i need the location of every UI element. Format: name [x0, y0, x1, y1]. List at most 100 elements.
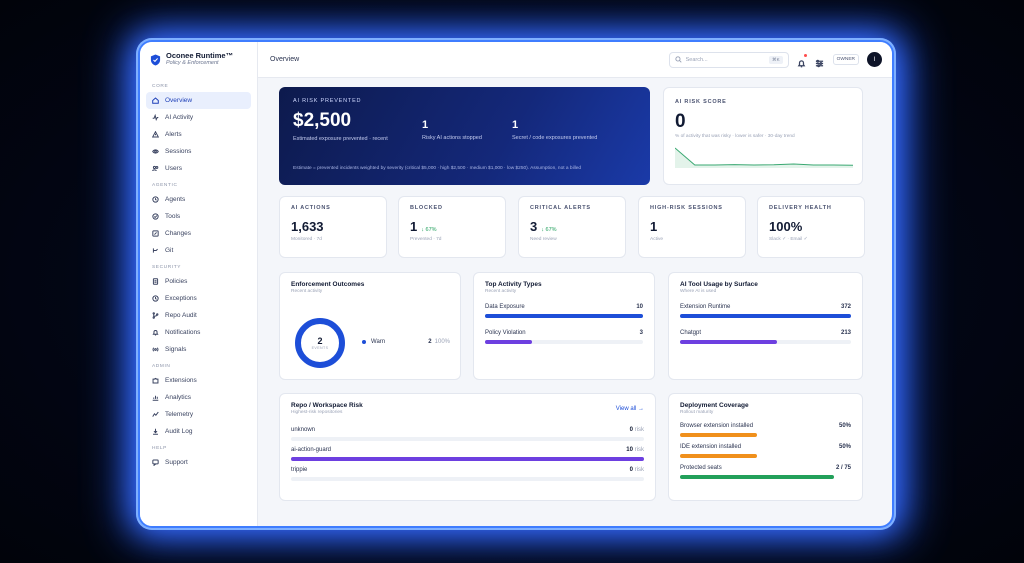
- edit-icon: [152, 230, 159, 237]
- view-all-link[interactable]: View all →: [615, 406, 644, 412]
- sidebar-item-repo-audit[interactable]: Repo Audit: [146, 307, 251, 324]
- hero-stat2-value: 1: [512, 119, 519, 131]
- hero-footnote: Estimate = prevented incidents weighted …: [293, 166, 582, 171]
- enforcement-title: Enforcement Outcomes: [291, 281, 365, 288]
- sidebar-item-telemetry[interactable]: Telemetry: [146, 406, 251, 423]
- clock-icon: [152, 295, 159, 302]
- home-icon: [152, 97, 159, 105]
- trend-line: [675, 147, 853, 166]
- legend-label: Warn: [371, 339, 386, 345]
- deployment-title: Deployment Coverage: [680, 402, 749, 409]
- activity-types-sub: Recent activity: [485, 289, 517, 294]
- sidebar-item-label: AI Activity: [165, 114, 194, 122]
- sidebar-item-label: Exceptions: [165, 295, 197, 303]
- score-trend-sparkline: [675, 147, 853, 168]
- hero-stat-actions: 1 Risky AI actions stopped: [422, 119, 482, 141]
- sidebar-item-signals[interactable]: Signals: [146, 341, 251, 358]
- deployment-label: IDE extension installed: [680, 444, 742, 450]
- donut-total-label: EVENTS: [311, 346, 329, 350]
- bell-icon: [152, 330, 159, 336]
- tool-usage-card: AI Tool Usage by Surface Where AI is use…: [668, 272, 863, 380]
- settings-button[interactable]: [815, 55, 825, 67]
- repo-risk-list: unknown 0 risk ai-action-guard 10 risk t…: [291, 427, 644, 481]
- sidebar-item-agents[interactable]: Agents: [146, 191, 251, 208]
- sidebar-item-audit-log[interactable]: Audit Log: [146, 423, 251, 440]
- download-icon: [153, 428, 158, 436]
- shield-logo-icon: [150, 54, 161, 66]
- repo-risk-value: 10: [626, 447, 633, 453]
- sidebar-section-label: HELP: [152, 446, 167, 452]
- sidebar-nav: CORE Overview AI Activity Alerts Sessions Use…: [146, 78, 251, 471]
- bell-icon: [797, 59, 805, 67]
- sidebar-item-policies[interactable]: Policies: [146, 273, 251, 290]
- bar-fill: [485, 314, 643, 318]
- repo-row[interactable]: ai-action-guard 10 risk: [291, 447, 644, 461]
- sidebar-item-overview[interactable]: Overview: [146, 92, 251, 110]
- topbar: Overview Search... ⌘K OWNER I: [258, 42, 892, 78]
- sidebar-item-label: Agents: [165, 196, 186, 204]
- sidebar-item-label: Overview: [165, 97, 193, 105]
- score-label: AI RISK SCORE: [675, 99, 727, 105]
- sliders-icon: [815, 59, 823, 67]
- deployment-card: Deployment Coverage Rollout maturity Bro…: [668, 393, 863, 501]
- bar-value: 10: [636, 304, 643, 310]
- deployment-track: [680, 454, 851, 458]
- legend-pct: 100%: [434, 339, 450, 345]
- kpi-label: HIGH-RISK SESSIONS: [650, 205, 723, 211]
- deployment-row: IDE extension installed 50%: [680, 444, 851, 458]
- sidebar-item-notifications[interactable]: Notifications: [146, 324, 251, 341]
- sidebar-item-git[interactable]: Git: [146, 242, 251, 259]
- sidebar-item-analytics[interactable]: Analytics: [146, 389, 251, 406]
- repo-name: trippie: [291, 467, 308, 473]
- app-title: Oconee Runtime™: [166, 51, 234, 60]
- sidebar-section-label: ADMIN: [152, 364, 171, 370]
- sidebar-item-alerts[interactable]: Alerts: [146, 126, 251, 143]
- tool-usage-sub: Where AI is used: [680, 289, 717, 294]
- repo-risk-fill: [291, 457, 644, 461]
- kpi-card: AI ACTIONS 1,633 Monitored · 7d: [279, 196, 387, 258]
- sidebar-item-exceptions[interactable]: Exceptions: [146, 290, 251, 307]
- deployment-value: 50%: [838, 444, 851, 450]
- activity-types-list: Data Exposure 10 Policy Violation 3: [485, 304, 643, 344]
- chart-icon: [152, 396, 159, 402]
- sidebar-item-extensions[interactable]: Extensions: [146, 372, 251, 389]
- sidebar-item-sessions[interactable]: Sessions: [146, 143, 251, 160]
- sidebar-item-label: Tools: [165, 213, 181, 221]
- enforcement-sub: Recent activity: [291, 289, 323, 294]
- signal-icon: [152, 347, 159, 352]
- hero-stat1-label: Risky AI actions stopped: [422, 135, 482, 141]
- repo-row[interactable]: unknown 0 risk: [291, 427, 644, 441]
- kpi-value: 1: [410, 219, 418, 234]
- sidebar-item-changes[interactable]: Changes: [146, 225, 251, 242]
- legend-swatch: [362, 340, 366, 344]
- sidebar-item-tools[interactable]: Tools: [146, 208, 251, 225]
- repo-name: ai-action-guard: [291, 447, 332, 453]
- repo-name: unknown: [291, 427, 316, 433]
- enforcement-donut: 2 EVENTS: [295, 318, 345, 368]
- sidebar-item-label: Signals: [165, 346, 187, 354]
- donut-total: 2: [317, 336, 323, 346]
- deployment-fill: [680, 433, 757, 437]
- sidebar-item-support[interactable]: Support: [146, 454, 251, 471]
- sidebar-item-label: Changes: [165, 230, 192, 238]
- notifications-button[interactable]: [797, 53, 807, 67]
- sidebar-section-label: SECURITY: [152, 265, 182, 271]
- dashboard: AI RISK PREVENTED $2,500 Estimated expos…: [258, 78, 892, 526]
- search-input[interactable]: Search... ⌘K: [668, 51, 789, 68]
- repo-row[interactable]: trippie 0 risk: [291, 467, 644, 481]
- activity-types-title: Top Activity Types: [485, 281, 542, 288]
- bar-value: 3: [639, 330, 643, 336]
- bar-track: [680, 340, 851, 344]
- avatar[interactable]: I: [867, 52, 882, 67]
- bar-value: 372: [840, 304, 851, 310]
- sidebar-section-label: CORE: [152, 84, 169, 90]
- repo-risk-value: 0: [629, 467, 633, 473]
- activity-types-card: Top Activity Types Recent activity Data …: [473, 272, 655, 380]
- document-icon: [152, 278, 159, 286]
- deployment-label: Protected seats: [680, 465, 722, 471]
- sidebar-item-ai-activity[interactable]: AI Activity: [146, 109, 251, 126]
- sidebar-item-users[interactable]: Users: [146, 160, 251, 177]
- sidebar-item-label: Sessions: [165, 148, 192, 156]
- sidebar-item-label: Users: [165, 165, 182, 173]
- sidebar-item-label: Git: [165, 247, 174, 255]
